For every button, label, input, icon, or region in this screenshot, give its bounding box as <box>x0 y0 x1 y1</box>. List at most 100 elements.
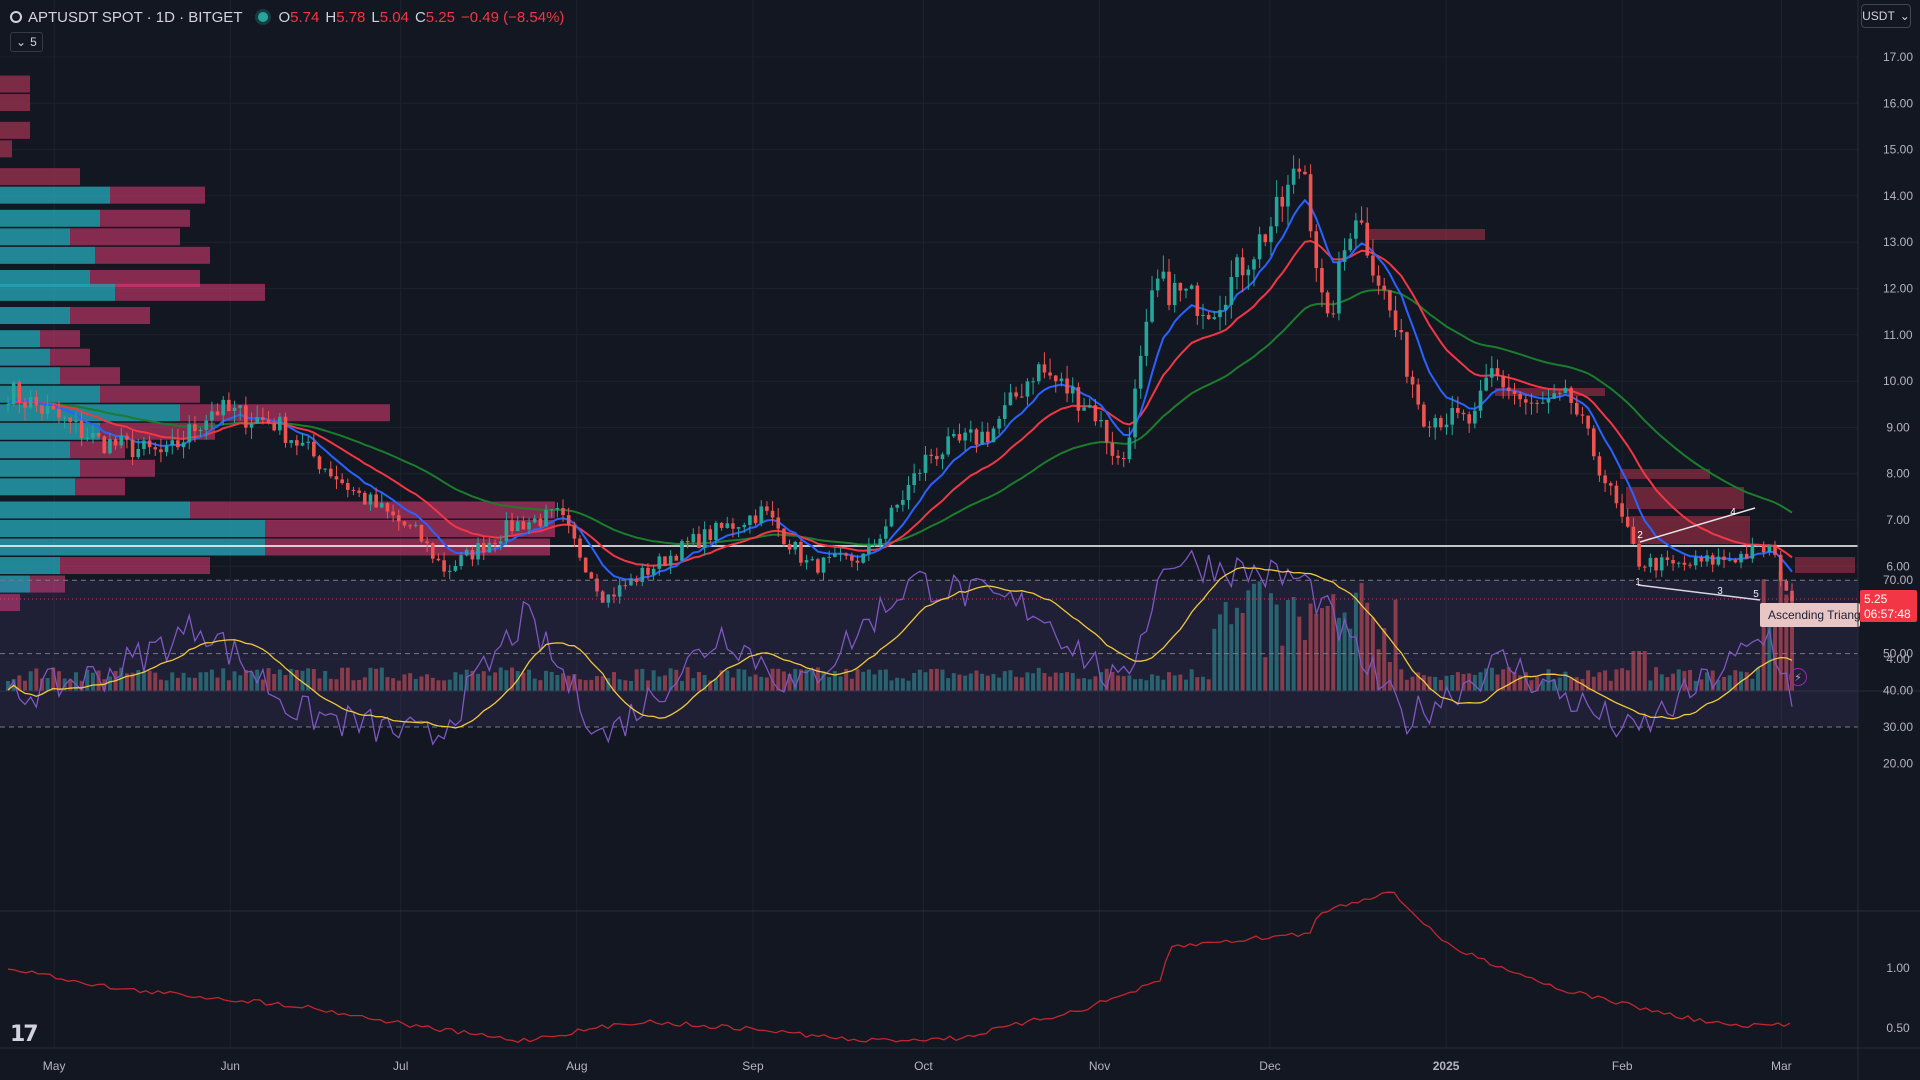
candle <box>1212 310 1217 320</box>
candle <box>91 424 95 444</box>
time-tick-label: Aug <box>566 1059 587 1073</box>
candle <box>1348 232 1353 253</box>
candle <box>470 546 475 567</box>
candle <box>1269 216 1273 256</box>
candle <box>1495 359 1500 381</box>
candle <box>1490 356 1494 387</box>
candle <box>742 522 747 533</box>
candle <box>108 432 112 455</box>
candle <box>1053 374 1058 393</box>
candle <box>731 517 735 538</box>
candle <box>578 535 582 561</box>
candle <box>861 553 865 564</box>
candle <box>176 428 180 451</box>
candle <box>532 514 537 524</box>
candle <box>283 412 288 448</box>
candle <box>634 575 639 586</box>
symbol-title[interactable]: APTUSDT SPOT · 1D · BITGET <box>28 8 243 26</box>
candle <box>1082 397 1086 411</box>
candle <box>1376 265 1381 295</box>
candle <box>1093 398 1098 426</box>
candle <box>1291 155 1296 194</box>
last-price-label: 5.25 <box>1864 592 1888 606</box>
tradingview-logo-icon[interactable]: 17 <box>10 1022 39 1047</box>
candle <box>159 438 163 463</box>
candle <box>1405 331 1409 384</box>
candle <box>1671 555 1675 571</box>
candle <box>261 407 265 425</box>
candle <box>28 389 33 410</box>
high-label: H <box>325 8 337 26</box>
candle <box>459 551 463 570</box>
candle <box>51 403 56 411</box>
candle <box>487 537 492 553</box>
candle <box>498 535 503 551</box>
candle <box>844 552 848 560</box>
candle <box>323 468 327 473</box>
candle <box>346 478 350 498</box>
candle <box>255 405 259 425</box>
candle <box>923 445 928 481</box>
candle <box>85 427 90 442</box>
close-value: 5.25 <box>425 8 455 26</box>
candle <box>391 504 395 522</box>
candle <box>1206 311 1211 320</box>
candle <box>929 448 933 464</box>
candle <box>804 554 809 570</box>
candle <box>1739 550 1743 569</box>
candle <box>736 526 741 538</box>
pattern-point-label: 5 <box>1753 589 1759 600</box>
candle <box>1036 362 1041 385</box>
candle <box>572 521 577 547</box>
candle <box>374 487 378 508</box>
price-tick-label: 6.00 <box>1886 559 1910 573</box>
pattern-point-label: 4 <box>1730 507 1736 518</box>
high-value: 5.78 <box>336 8 366 26</box>
candle <box>1070 377 1075 403</box>
candle <box>1155 269 1160 298</box>
candle <box>1359 206 1364 225</box>
aptos-logo-icon <box>10 11 22 23</box>
candle <box>1716 548 1721 567</box>
candle <box>985 422 990 448</box>
candle <box>419 524 424 543</box>
candle <box>1790 583 1794 607</box>
candle <box>1263 233 1268 247</box>
ascending-triangle-pattern[interactable]: 1 2 3 4 5 Ascending Triangle <box>1635 507 1870 627</box>
candle <box>1461 409 1466 421</box>
candle <box>617 578 622 604</box>
candle <box>1320 258 1324 308</box>
candle <box>351 486 356 496</box>
currency-button[interactable]: USDT ⌄ <box>1861 4 1911 28</box>
candle <box>317 454 322 474</box>
candle <box>521 515 526 530</box>
candle <box>855 555 860 571</box>
indicators-toggle-button[interactable]: ⌄ 5 <box>10 32 43 52</box>
candle <box>566 507 571 534</box>
candle <box>895 503 899 512</box>
candle <box>1325 290 1330 318</box>
candle <box>606 594 611 608</box>
price-tick-label: 9.00 <box>1886 420 1910 434</box>
candle <box>1524 394 1528 415</box>
candle <box>838 548 843 562</box>
candle <box>1450 395 1454 436</box>
candle <box>663 556 667 567</box>
candle <box>963 428 967 452</box>
candle <box>136 438 141 460</box>
price-tick-label: 11.00 <box>1883 328 1912 342</box>
lightning-alert-icon[interactable]: ⚡ <box>1789 668 1807 686</box>
candle <box>1693 550 1698 570</box>
candle <box>1393 295 1398 338</box>
candle <box>368 492 373 511</box>
candle <box>1354 212 1358 248</box>
candle <box>1591 425 1596 461</box>
open-value: 5.74 <box>290 8 320 26</box>
candle <box>204 414 209 440</box>
candle <box>1184 287 1188 299</box>
candle <box>408 523 412 530</box>
candle <box>912 463 916 493</box>
candle <box>1042 352 1047 379</box>
